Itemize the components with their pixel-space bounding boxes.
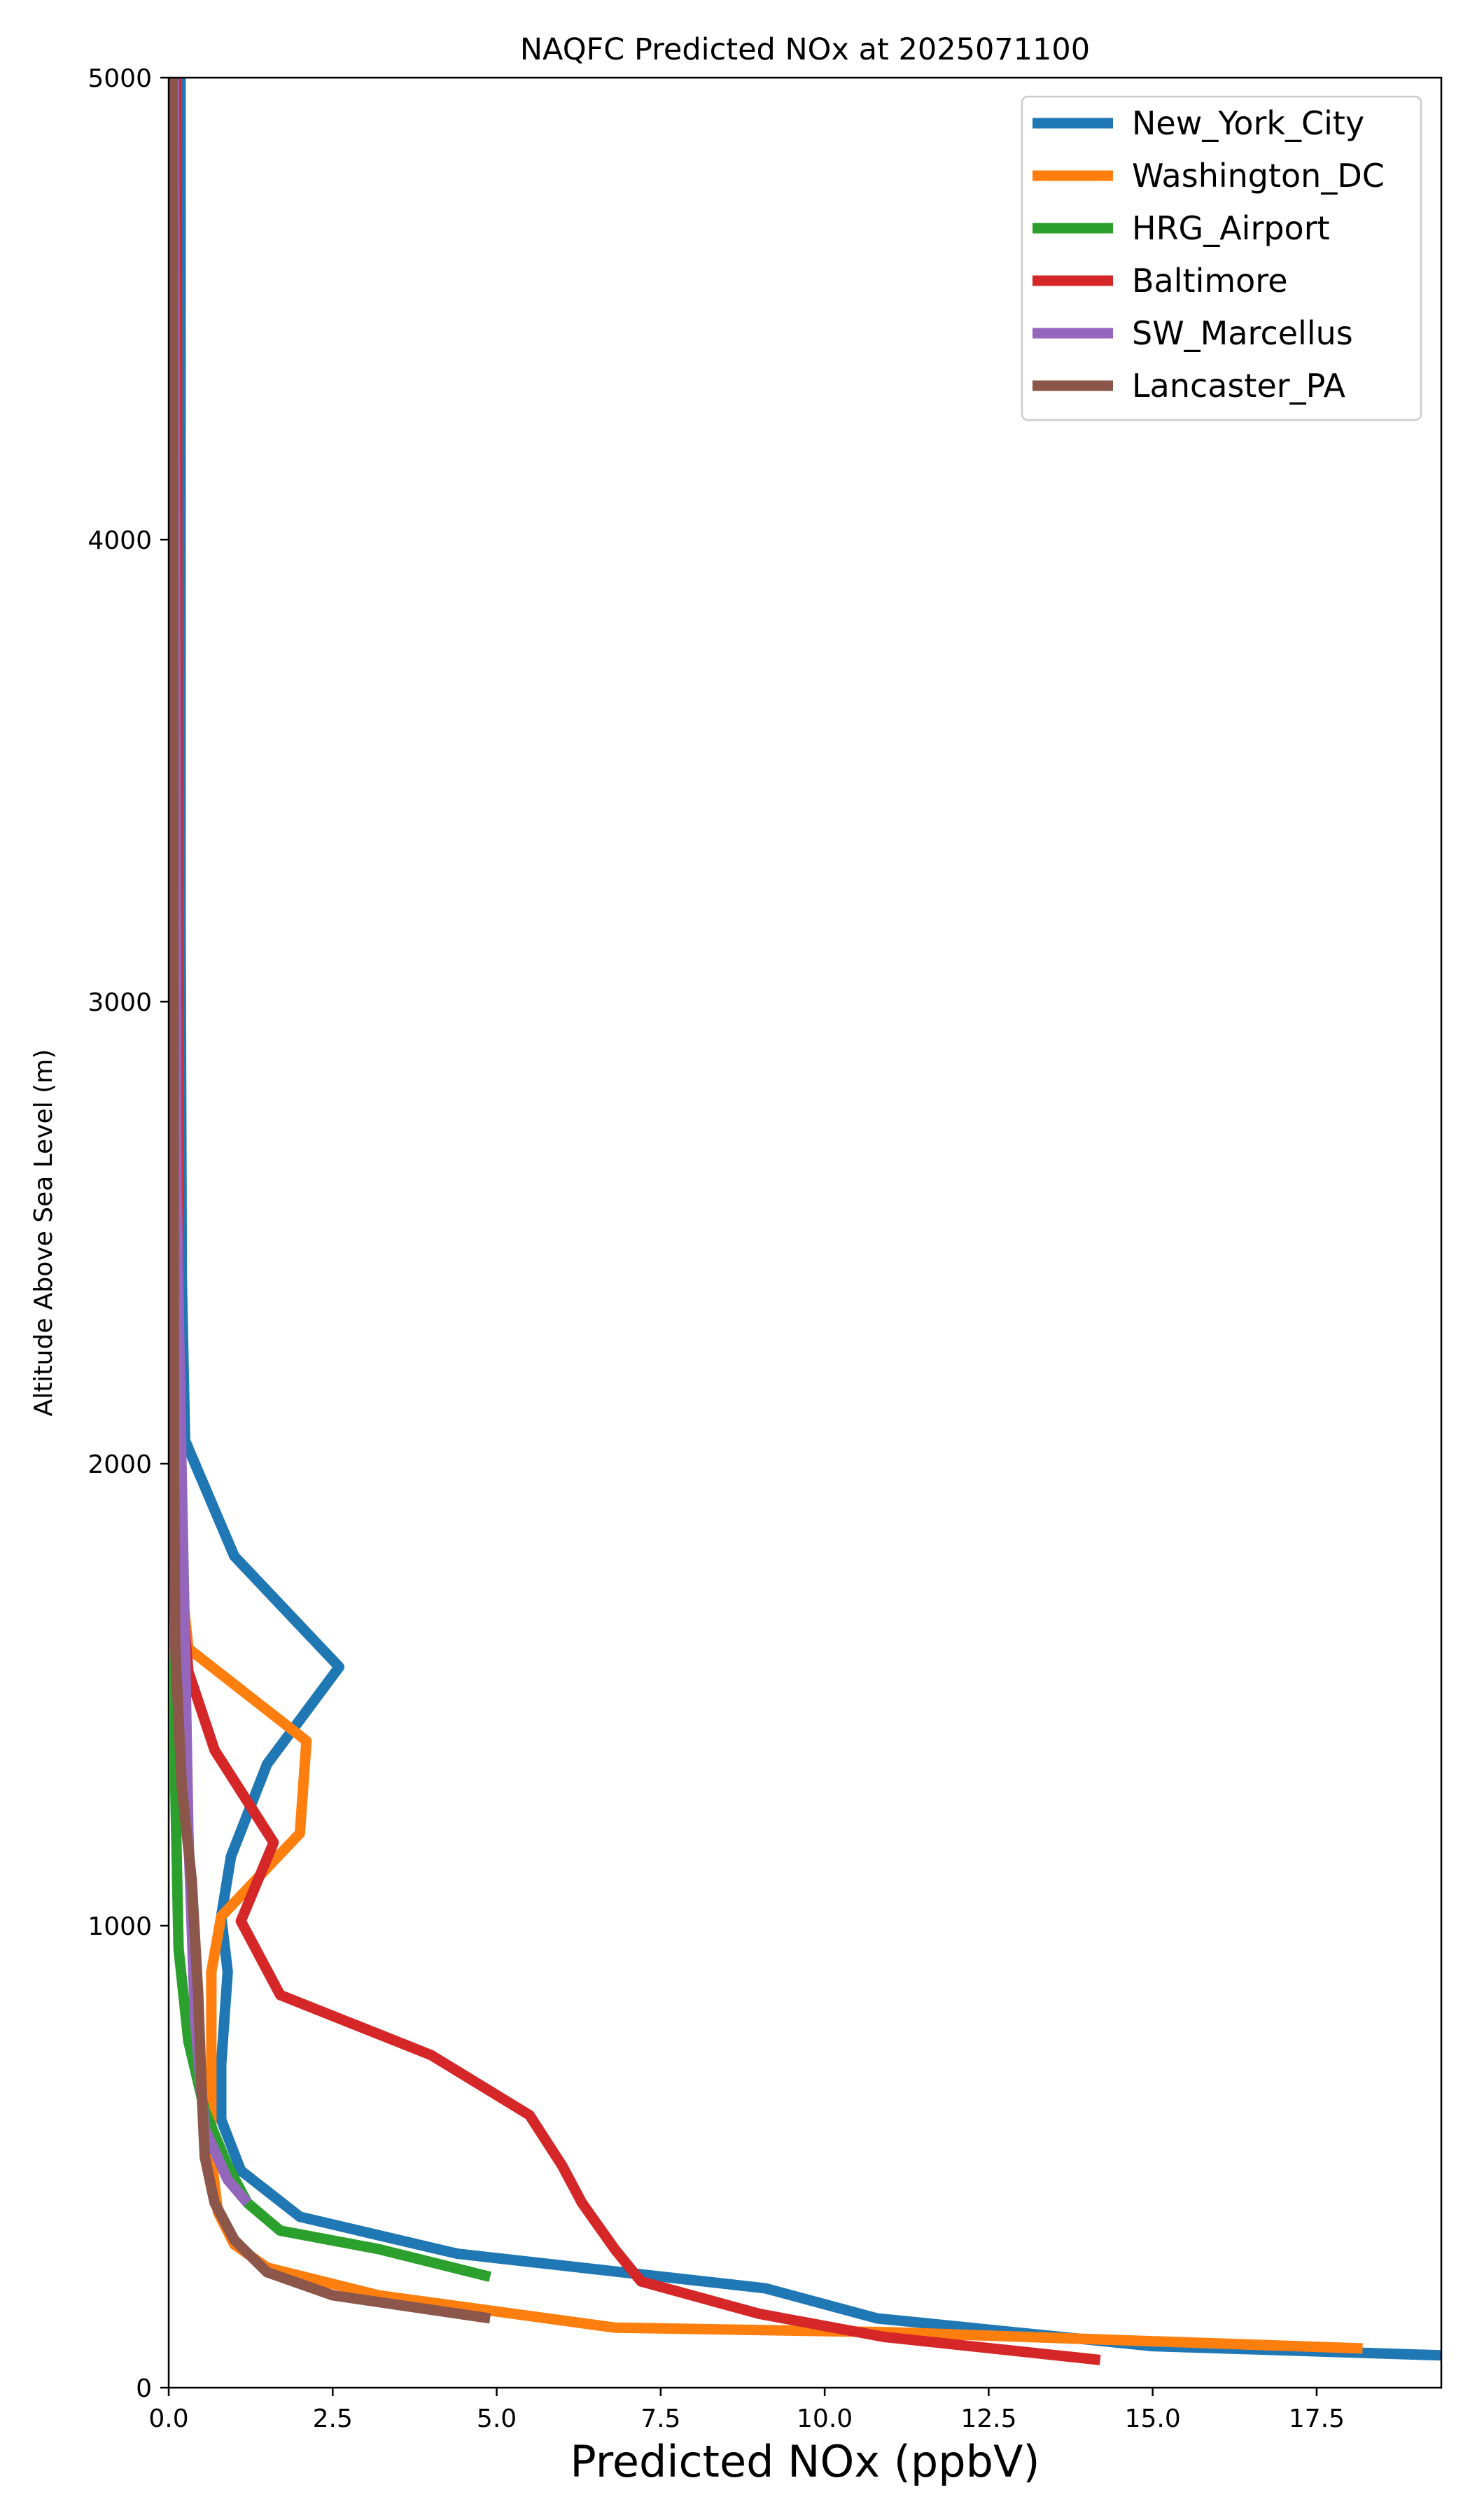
y-tick-label: 0 xyxy=(136,2374,152,2403)
y-axis-label: Altitude Above Sea Level (m) xyxy=(29,1049,58,1417)
chart-title: NAQFC Predicted NOx at 2025071100 xyxy=(520,32,1090,67)
y-axis-ticks: 0 1000 2000 3000 4000 5000 xyxy=(88,64,169,2403)
legend-label: HRG_Airport xyxy=(1132,209,1330,247)
x-tick-label: 10.0 xyxy=(797,2404,853,2433)
y-tick-label: 3000 xyxy=(88,988,152,1017)
y-tick-label: 5000 xyxy=(88,64,152,93)
y-tick-label: 1000 xyxy=(88,1912,152,1941)
legend-label: SW_Marcellus xyxy=(1132,314,1353,352)
y-tick-label: 4000 xyxy=(88,526,152,555)
x-axis-ticks: 0.0 2.5 5.0 7.5 10.0 12.5 15.0 17.5 xyxy=(148,2388,1345,2433)
series-line-washington-dc xyxy=(171,78,1363,2354)
legend-label: Lancaster_PA xyxy=(1132,367,1345,405)
series-line-hrg-airport xyxy=(169,78,492,2282)
x-tick-label: 0.0 xyxy=(148,2404,188,2433)
series-layer xyxy=(169,78,1441,2365)
x-tick-label: 17.5 xyxy=(1289,2404,1345,2433)
y-tick-label: 2000 xyxy=(88,1450,152,1479)
x-tick-label: 15.0 xyxy=(1125,2404,1181,2433)
x-tick-label: 12.5 xyxy=(960,2404,1016,2433)
legend-label: Baltimore xyxy=(1132,262,1288,300)
series-line-lancaster-pa xyxy=(169,78,491,2324)
legend-box xyxy=(1021,95,1422,421)
x-tick-label: 5.0 xyxy=(477,2404,517,2433)
legend-label: New_York_City xyxy=(1132,104,1364,142)
legend: New_York_City Washington_DC HRG_Airport Bal… xyxy=(1021,95,1422,421)
series-line-baltimore xyxy=(171,78,1101,2365)
legend-label: Washington_DC xyxy=(1132,157,1385,195)
x-axis-label: Predicted NOx (ppbV) xyxy=(570,2436,1040,2487)
plot-frame xyxy=(167,76,1443,2389)
x-tick-label: 7.5 xyxy=(640,2404,680,2433)
x-tick-label: 2.5 xyxy=(313,2404,353,2433)
